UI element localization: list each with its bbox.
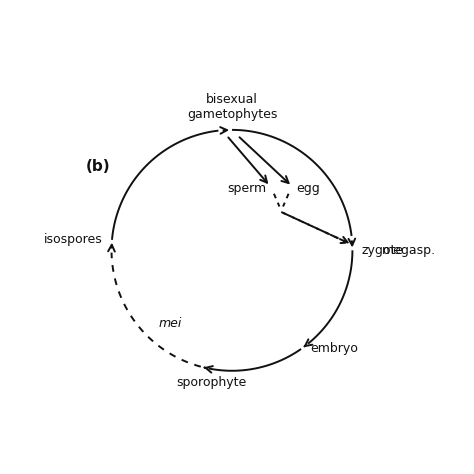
Text: isospores: isospores [44,233,103,246]
Text: egg: egg [296,182,319,195]
Text: (b): (b) [86,159,110,174]
Text: zygote: zygote [362,244,404,257]
Text: megasp․: megasp․ [382,244,436,257]
Text: embryo: embryo [310,343,358,356]
Text: sporophyte: sporophyte [177,376,247,389]
Text: bisexual
gametophytes: bisexual gametophytes [187,93,277,121]
Text: mei: mei [158,317,182,330]
Text: sperm: sperm [228,182,267,195]
